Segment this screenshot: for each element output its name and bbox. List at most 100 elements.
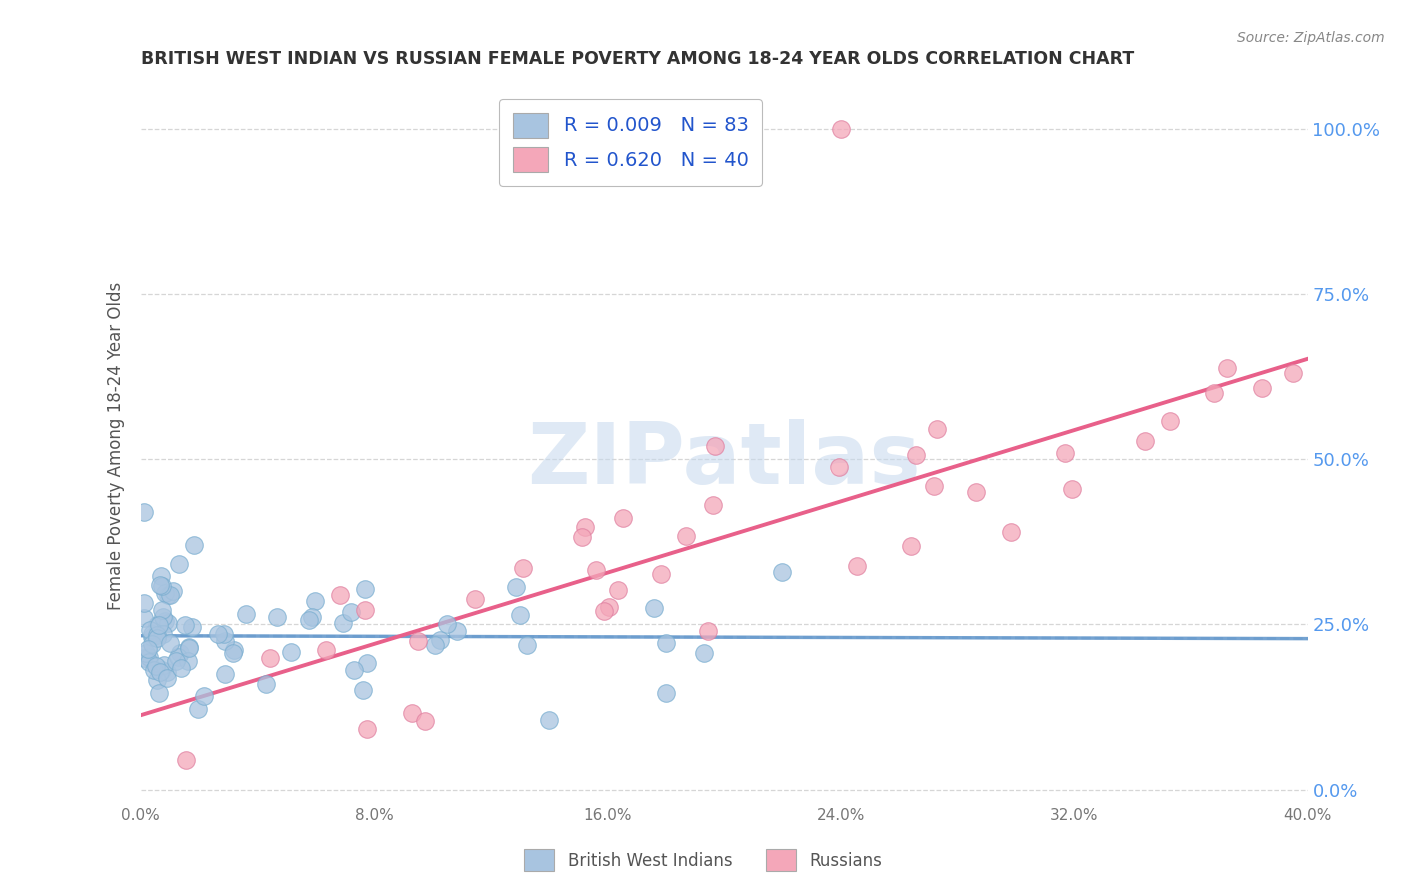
Point <box>1282 367 1305 381</box>
Y-axis label: Female Poverty Among 18-24 Year Olds: Female Poverty Among 18-24 Year Olds <box>107 282 125 610</box>
Point <box>429 633 451 648</box>
Point <box>702 499 724 513</box>
Point <box>1251 381 1274 395</box>
Point <box>1062 482 1084 496</box>
Point <box>152 627 174 641</box>
Point <box>152 609 174 624</box>
Point <box>675 529 697 543</box>
Point <box>425 638 447 652</box>
Point <box>266 609 288 624</box>
Point <box>141 627 163 641</box>
Point <box>516 638 538 652</box>
Point <box>132 505 155 519</box>
Point <box>512 561 534 575</box>
Point <box>155 665 177 680</box>
Text: Source: ZipAtlas.com: Source: ZipAtlas.com <box>1237 31 1385 45</box>
Point <box>830 121 852 136</box>
Point <box>354 603 377 617</box>
Point <box>280 644 302 658</box>
Point <box>169 557 191 571</box>
Point <box>1000 524 1022 539</box>
Point <box>135 646 157 660</box>
Point <box>315 643 337 657</box>
Point <box>142 663 165 677</box>
Point <box>146 618 169 632</box>
Point <box>598 599 620 614</box>
Point <box>180 620 202 634</box>
Point <box>153 586 176 600</box>
Point <box>845 559 868 574</box>
Point <box>464 592 486 607</box>
Point <box>155 672 177 686</box>
Point <box>138 649 160 664</box>
Point <box>1216 361 1239 376</box>
Point <box>343 663 366 677</box>
Point <box>159 588 181 602</box>
Text: BRITISH WEST INDIAN VS RUSSIAN FEMALE POVERTY AMONG 18-24 YEAR OLDS CORRELATION : BRITISH WEST INDIAN VS RUSSIAN FEMALE PO… <box>141 50 1133 68</box>
Point <box>612 511 634 525</box>
Point <box>925 422 948 436</box>
Point <box>965 484 987 499</box>
Point <box>150 579 173 593</box>
Point <box>655 686 678 700</box>
Point <box>904 448 927 462</box>
Point <box>538 713 561 727</box>
Point <box>332 616 354 631</box>
Point <box>174 618 197 632</box>
Point <box>136 642 159 657</box>
Point <box>222 646 245 660</box>
Point <box>169 661 191 675</box>
Point <box>254 677 277 691</box>
Point <box>697 624 720 639</box>
Point <box>406 633 429 648</box>
Point <box>138 655 160 669</box>
Point <box>1135 434 1157 448</box>
Point <box>356 656 378 670</box>
Point <box>149 578 172 592</box>
Point <box>352 683 374 698</box>
Point <box>703 439 725 453</box>
Point <box>139 623 162 637</box>
Point <box>298 613 321 627</box>
Point <box>436 616 458 631</box>
Point <box>177 640 200 655</box>
Point <box>922 479 945 493</box>
Point <box>132 651 155 665</box>
Point <box>193 689 215 703</box>
Point <box>179 640 201 654</box>
Point <box>146 673 169 688</box>
Point <box>212 627 235 641</box>
Point <box>141 637 163 651</box>
Point <box>643 600 665 615</box>
Point <box>446 624 468 639</box>
Point <box>149 665 172 679</box>
Point <box>607 583 630 598</box>
Point <box>148 618 170 632</box>
Point <box>650 566 672 581</box>
Point <box>162 584 184 599</box>
Point <box>772 566 794 580</box>
Point <box>693 647 716 661</box>
Point <box>148 686 170 700</box>
Point <box>571 530 593 544</box>
Point <box>1159 414 1181 428</box>
Point <box>153 658 176 673</box>
Point <box>329 588 352 602</box>
Legend: British West Indians, Russians: British West Indians, Russians <box>516 841 890 880</box>
Point <box>169 646 191 660</box>
Point <box>592 604 614 618</box>
Point <box>141 631 163 645</box>
Point <box>149 568 172 582</box>
Point <box>505 580 527 594</box>
Point <box>165 654 187 668</box>
Point <box>354 582 377 596</box>
Point <box>1053 446 1076 460</box>
Point <box>167 649 190 664</box>
Point <box>574 520 596 534</box>
Point <box>146 631 169 645</box>
Point <box>301 610 323 624</box>
Point <box>340 605 363 619</box>
Point <box>207 627 229 641</box>
Point <box>187 701 209 715</box>
Point <box>214 667 236 681</box>
